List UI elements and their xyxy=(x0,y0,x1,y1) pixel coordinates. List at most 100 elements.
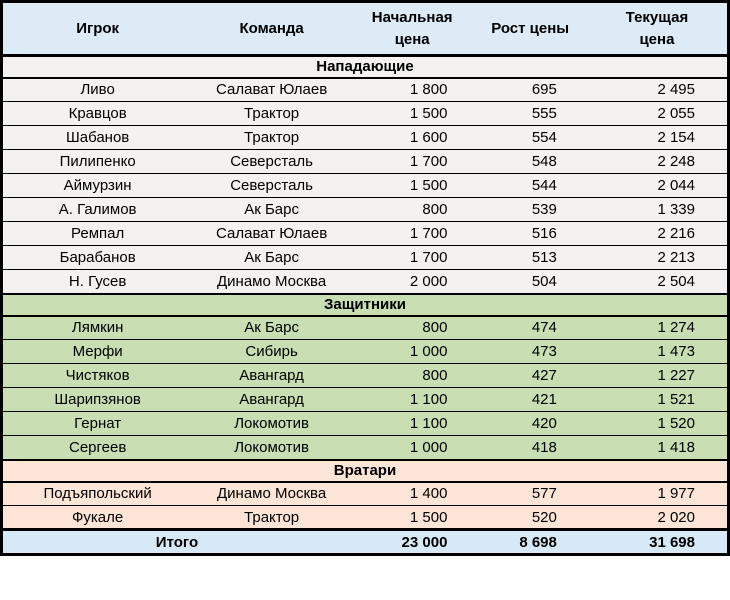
column-header-start-price: Начальная цена xyxy=(350,1,474,57)
team-cell: Северсталь xyxy=(192,173,351,198)
section-header-defenders: Защитники xyxy=(1,292,729,317)
header-row: Игрок Команда Начальная цена Рост цены Т… xyxy=(1,1,729,57)
section-title: Защитники xyxy=(1,292,729,317)
section-forwards: Нападающие Ливо Салават Юлаев 1 800 695 … xyxy=(1,54,729,294)
current-price-cell: 2 154 xyxy=(586,125,729,150)
team-cell: Трактор xyxy=(192,505,351,530)
team-cell: Трактор xyxy=(192,125,351,150)
team-cell: Авангард xyxy=(192,387,351,412)
player-cell: Шарипзянов xyxy=(1,387,193,412)
player-cell: Пилипенко xyxy=(1,149,193,174)
table-row: Пилипенко Северсталь 1 700 548 2 248 xyxy=(1,149,729,174)
player-cell: Сергеев xyxy=(1,435,193,460)
team-cell: Локомотив xyxy=(192,435,351,460)
team-cell: Северсталь xyxy=(192,149,351,174)
current-price-cell: 1 521 xyxy=(586,387,729,412)
current-price-cell: 2 020 xyxy=(586,505,729,530)
start-price-cell: 1 100 xyxy=(350,411,474,436)
players-price-table: Игрок Команда Начальная цена Рост цены Т… xyxy=(0,0,730,556)
start-price-cell: 1 100 xyxy=(350,387,474,412)
section-header-goalies: Вратари xyxy=(1,458,729,483)
table-header: Игрок Команда Начальная цена Рост цены Т… xyxy=(1,1,729,57)
price-growth-cell: 555 xyxy=(473,101,587,126)
table-row: Шабанов Трактор 1 600 554 2 154 xyxy=(1,125,729,150)
team-cell: Ак Барс xyxy=(192,315,351,340)
total-price-growth: 8 698 xyxy=(473,528,587,555)
start-price-cell: 1 500 xyxy=(350,505,474,530)
start-price-cell: 1 700 xyxy=(350,245,474,270)
table-row: А. Галимов Ак Барс 800 539 1 339 xyxy=(1,197,729,222)
section-title: Нападающие xyxy=(1,54,729,79)
table-row: Аймурзин Северсталь 1 500 544 2 044 xyxy=(1,173,729,198)
price-growth-cell: 504 xyxy=(473,269,587,294)
player-cell: Чистяков xyxy=(1,363,193,388)
current-price-cell: 2 504 xyxy=(586,269,729,294)
table-row: Барабанов Ак Барс 1 700 513 2 213 xyxy=(1,245,729,270)
current-price-cell: 2 213 xyxy=(586,245,729,270)
table-row: Ремпал Салават Юлаев 1 700 516 2 216 xyxy=(1,221,729,246)
start-price-cell: 1 500 xyxy=(350,101,474,126)
column-header-team: Команда xyxy=(192,1,351,57)
column-header-current-price: Текущая цена xyxy=(586,1,729,57)
start-price-cell: 1 700 xyxy=(350,149,474,174)
total-label: Итого xyxy=(1,528,351,555)
price-growth-cell: 539 xyxy=(473,197,587,222)
table-row: Фукале Трактор 1 500 520 2 020 xyxy=(1,505,729,530)
player-cell: Ливо xyxy=(1,77,193,102)
start-price-cell: 1 700 xyxy=(350,221,474,246)
table-row: Шарипзянов Авангард 1 100 421 1 521 xyxy=(1,387,729,412)
current-price-cell: 2 248 xyxy=(586,149,729,174)
team-cell: Авангард xyxy=(192,363,351,388)
player-cell: Фукале xyxy=(1,505,193,530)
team-cell: Сибирь xyxy=(192,339,351,364)
current-price-cell: 1 339 xyxy=(586,197,729,222)
price-growth-cell: 473 xyxy=(473,339,587,364)
price-growth-cell: 548 xyxy=(473,149,587,174)
team-cell: Ак Барс xyxy=(192,197,351,222)
current-price-cell: 2 216 xyxy=(586,221,729,246)
column-header-player: Игрок xyxy=(1,1,193,57)
team-cell: Динамо Москва xyxy=(192,481,351,506)
start-price-cell: 1 500 xyxy=(350,173,474,198)
team-cell: Динамо Москва xyxy=(192,269,351,294)
price-growth-cell: 513 xyxy=(473,245,587,270)
start-price-cell: 1 000 xyxy=(350,435,474,460)
team-cell: Локомотив xyxy=(192,411,351,436)
player-cell: Барабанов xyxy=(1,245,193,270)
price-growth-cell: 474 xyxy=(473,315,587,340)
team-cell: Салават Юлаев xyxy=(192,77,351,102)
start-price-cell: 1 600 xyxy=(350,125,474,150)
table-row: Ливо Салават Юлаев 1 800 695 2 495 xyxy=(1,77,729,102)
price-growth-cell: 421 xyxy=(473,387,587,412)
start-price-cell: 800 xyxy=(350,197,474,222)
current-price-cell: 1 520 xyxy=(586,411,729,436)
total-row: Итого 23 000 8 698 31 698 xyxy=(1,528,729,555)
table-row: Подъяпольский Динамо Москва 1 400 577 1 … xyxy=(1,481,729,506)
table-footer: Итого 23 000 8 698 31 698 xyxy=(1,528,729,555)
player-cell: Подъяпольский xyxy=(1,481,193,506)
start-price-cell: 800 xyxy=(350,363,474,388)
start-price-cell: 1 800 xyxy=(350,77,474,102)
total-current-price: 31 698 xyxy=(586,528,729,555)
team-cell: Салават Юлаев xyxy=(192,221,351,246)
price-growth-cell: 695 xyxy=(473,77,587,102)
table-row: Н. Гусев Динамо Москва 2 000 504 2 504 xyxy=(1,269,729,294)
player-cell: Н. Гусев xyxy=(1,269,193,294)
start-price-cell: 2 000 xyxy=(350,269,474,294)
player-cell: А. Галимов xyxy=(1,197,193,222)
table-row: Кравцов Трактор 1 500 555 2 055 xyxy=(1,101,729,126)
table-row: Чистяков Авангард 800 427 1 227 xyxy=(1,363,729,388)
player-cell: Аймурзин xyxy=(1,173,193,198)
price-growth-cell: 420 xyxy=(473,411,587,436)
price-growth-cell: 544 xyxy=(473,173,587,198)
price-growth-cell: 577 xyxy=(473,481,587,506)
price-growth-cell: 427 xyxy=(473,363,587,388)
table-row: Сергеев Локомотив 1 000 418 1 418 xyxy=(1,435,729,460)
team-cell: Трактор xyxy=(192,101,351,126)
current-price-cell: 1 977 xyxy=(586,481,729,506)
team-cell: Ак Барс xyxy=(192,245,351,270)
price-growth-cell: 520 xyxy=(473,505,587,530)
current-price-cell: 2 495 xyxy=(586,77,729,102)
section-goalies: Вратари Подъяпольский Динамо Москва 1 40… xyxy=(1,458,729,530)
price-growth-cell: 418 xyxy=(473,435,587,460)
